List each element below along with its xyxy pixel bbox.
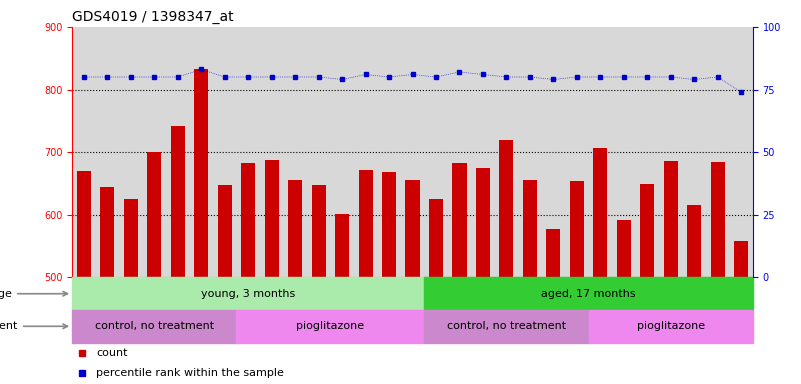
Text: pioglitazone: pioglitazone bbox=[296, 321, 364, 331]
Bar bbox=[476, 169, 490, 277]
Bar bbox=[664, 161, 678, 277]
Bar bbox=[72, 310, 236, 343]
Bar bbox=[687, 205, 702, 277]
Bar bbox=[77, 171, 91, 277]
Text: count: count bbox=[96, 348, 127, 358]
Bar bbox=[425, 277, 753, 310]
Text: agent: agent bbox=[0, 321, 67, 331]
Text: control, no treatment: control, no treatment bbox=[95, 321, 214, 331]
Text: pioglitazone: pioglitazone bbox=[637, 321, 705, 331]
Text: age: age bbox=[0, 289, 67, 299]
Bar bbox=[589, 310, 753, 343]
Bar bbox=[617, 220, 631, 277]
Bar bbox=[570, 181, 584, 277]
Bar bbox=[72, 277, 425, 310]
Bar bbox=[429, 199, 443, 277]
Bar bbox=[288, 180, 302, 277]
Text: GDS4019 / 1398347_at: GDS4019 / 1398347_at bbox=[72, 10, 234, 25]
Bar bbox=[241, 163, 256, 277]
Bar bbox=[710, 162, 725, 277]
Bar bbox=[123, 199, 138, 277]
Bar bbox=[312, 185, 326, 277]
Bar bbox=[453, 164, 466, 277]
Text: control, no treatment: control, no treatment bbox=[447, 321, 566, 331]
Bar bbox=[546, 228, 561, 277]
Bar bbox=[594, 148, 607, 277]
Bar bbox=[499, 140, 513, 277]
Bar bbox=[264, 160, 279, 277]
Text: percentile rank within the sample: percentile rank within the sample bbox=[96, 368, 284, 378]
Text: aged, 17 months: aged, 17 months bbox=[541, 289, 636, 299]
Bar bbox=[236, 310, 425, 343]
Text: young, 3 months: young, 3 months bbox=[201, 289, 296, 299]
Bar bbox=[382, 172, 396, 277]
Bar bbox=[640, 184, 654, 277]
Bar bbox=[218, 185, 231, 277]
Bar bbox=[405, 180, 420, 277]
Bar bbox=[171, 126, 185, 277]
Bar bbox=[335, 214, 349, 277]
Bar bbox=[194, 69, 208, 277]
Bar bbox=[147, 152, 161, 277]
Bar bbox=[425, 310, 589, 343]
Bar bbox=[523, 180, 537, 277]
Bar bbox=[735, 241, 748, 277]
Bar bbox=[100, 187, 115, 277]
Bar bbox=[359, 170, 372, 277]
